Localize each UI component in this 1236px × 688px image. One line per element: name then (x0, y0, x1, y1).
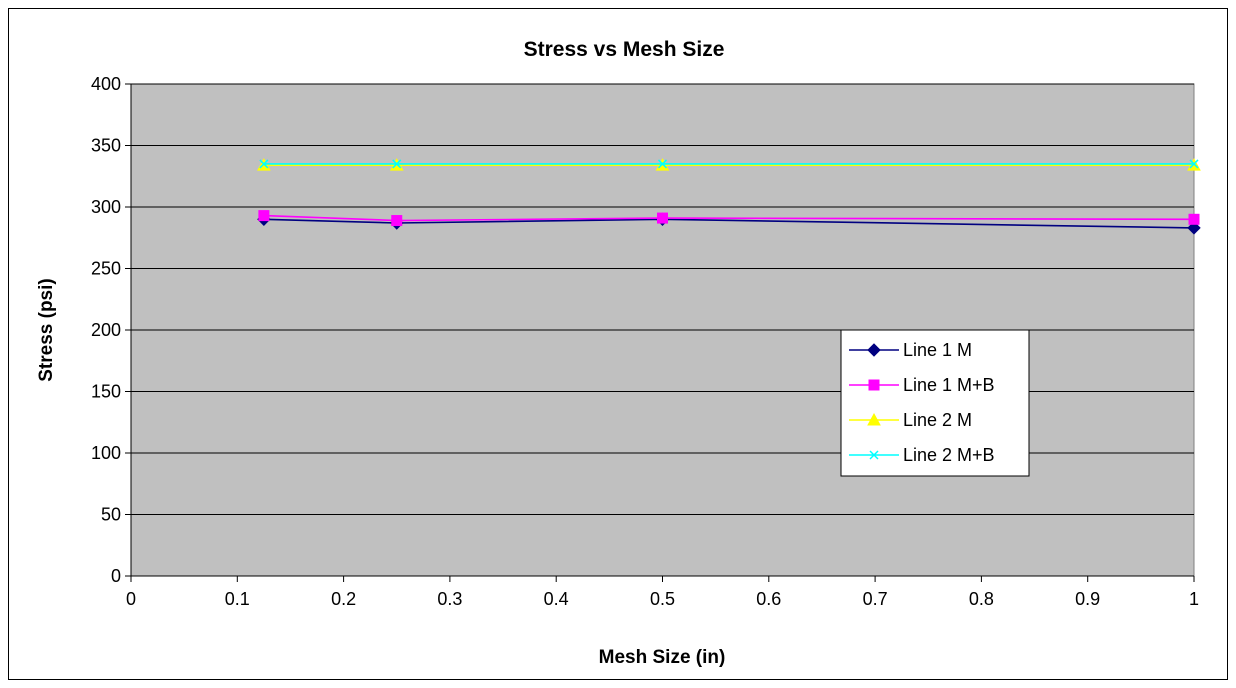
series-1-point-1 (391, 215, 403, 227)
y-tick-label-8: 400 (91, 74, 121, 94)
series-0-point-3 (1187, 221, 1201, 235)
x-tick-label-5: 0.5 (650, 589, 675, 609)
y-tick-label-0: 0 (111, 566, 121, 586)
x-tick-label-7: 0.7 (863, 589, 888, 609)
legend-entry-0: Line 1 M (849, 340, 972, 360)
legend-label-3: Line 2 M+B (903, 445, 995, 465)
x-tick-label-8: 0.8 (969, 589, 994, 609)
legend: Line 1 M Line 1 M+B Line 2 M Line 2 M+B (840, 329, 1030, 477)
legend-label-1: Line 1 M+B (903, 375, 995, 395)
x-tick-label-0: 0 (126, 589, 136, 609)
y-axis-title: Stress (psi) (36, 278, 57, 381)
x-tick-label-6: 0.6 (756, 589, 781, 609)
series-3-point-0-stroke-b (259, 159, 269, 169)
series-1-point-3 (1188, 213, 1200, 225)
series-1-point-0 (258, 210, 270, 222)
series-3-point-2 (657, 159, 668, 169)
series-1-point-2 (657, 212, 668, 224)
legend-entry-3: Line 2 M+B (849, 445, 995, 465)
y-tick-label-7: 350 (91, 136, 121, 156)
series-3-point-3 (1189, 159, 1199, 169)
x-tick-label-2: 0.2 (331, 589, 356, 609)
series-group (257, 158, 1201, 235)
series-3-point-2-stroke-b (657, 159, 668, 169)
legend-label-2: Line 2 M (903, 410, 972, 430)
x-tick-label-4: 0.4 (544, 589, 569, 609)
chart-title: Stress vs Mesh Size (524, 38, 725, 61)
legend-marker-0 (867, 343, 881, 357)
series-3-point-1-stroke-b (392, 159, 402, 169)
y-tick-label-5: 250 (91, 259, 121, 279)
x-tick-label-3: 0.3 (437, 589, 462, 609)
x-axis-title: Mesh Size (in) (599, 647, 726, 668)
series-1 (258, 210, 1200, 227)
y-tick-label-2: 100 (91, 443, 121, 463)
legend-marker-3 (869, 450, 879, 460)
y-tick-label-6: 300 (91, 197, 121, 217)
series-3-point-3-stroke-b (1189, 159, 1199, 169)
series-1-line (263, 214, 1195, 222)
legend-marker-3-stroke-b (869, 450, 879, 460)
legend-entry-1: Line 1 M+B (849, 375, 995, 395)
x-tick-label-9: 0.9 (1075, 589, 1100, 609)
y-axis-ticks: 0 50 100 150 200 250 300 350 400 (91, 74, 131, 586)
legend-entry-2: Line 2 M (849, 410, 972, 430)
x-tick-label-10: 1 (1189, 589, 1199, 609)
series-3-point-1 (392, 159, 402, 169)
legend-marker-1 (868, 379, 880, 391)
y-tick-label-1: 50 (101, 505, 121, 525)
x-tick-label-1: 0.1 (225, 589, 250, 609)
series-3-point-0 (259, 159, 269, 169)
legend-label-0: Line 1 M (903, 340, 972, 360)
y-tick-label-3: 150 (91, 382, 121, 402)
x-axis-ticks: 0 0.1 0.2 0.3 0.4 0.5 0.6 0.7 0.8 0.9 1 (126, 576, 1199, 609)
series-0-line (263, 218, 1195, 229)
legend-marker-2 (867, 412, 881, 426)
y-tick-label-4: 200 (91, 320, 121, 340)
series-3 (259, 159, 1199, 169)
